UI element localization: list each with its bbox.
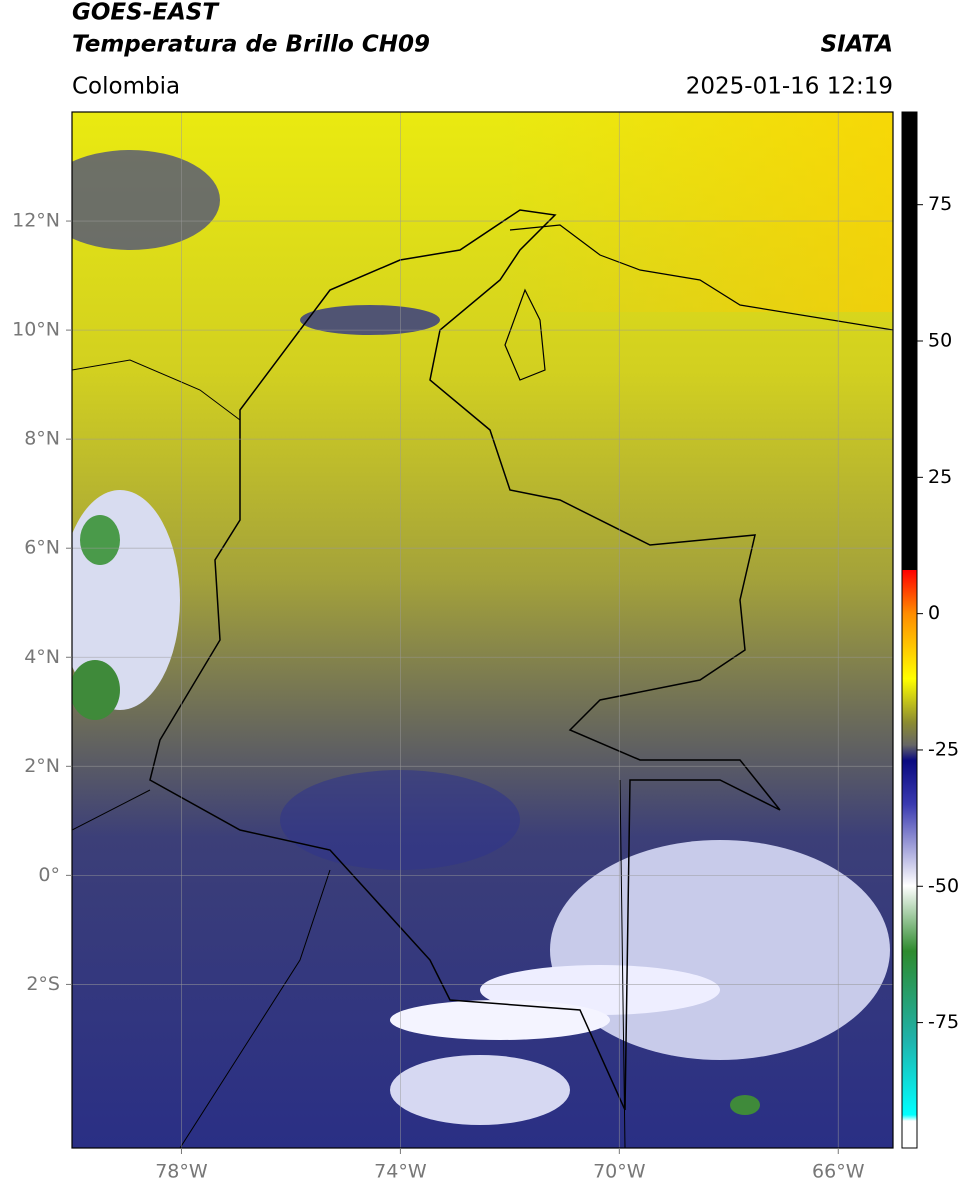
y-tick-label: 2°N — [24, 755, 60, 777]
datetime: 2025-01-16 12:19 — [686, 74, 893, 100]
colorbar-tick-label: -75 — [928, 1011, 959, 1033]
x-tick-label: 74°W — [374, 1161, 427, 1183]
x-tick-label: 66°W — [812, 1161, 865, 1183]
colorbar-tick-label: -25 — [928, 738, 959, 760]
x-tick-label: 78°W — [155, 1161, 208, 1183]
colorbar-tick-label: 75 — [928, 193, 952, 215]
title: GOES-EAST — [72, 0, 220, 26]
y-tick-label: 12°N — [12, 210, 60, 232]
x-tick-label: 70°W — [593, 1161, 646, 1183]
y-tick-label: 4°N — [24, 646, 60, 668]
y-tick-label: 0° — [38, 864, 60, 886]
colorbar — [901, 111, 918, 1149]
colorbar-tick-label: 0 — [928, 602, 940, 624]
source: SIATA — [821, 32, 893, 58]
colorbar-tick-label: 50 — [928, 330, 952, 352]
y-tick-label: 10°N — [12, 319, 60, 341]
satellite-image — [72, 112, 893, 1148]
colorbar-tick-label: 25 — [928, 466, 952, 488]
colorbar-tick-label: -50 — [928, 875, 959, 897]
map-frame — [71, 111, 894, 1149]
y-tick-label: 8°N — [24, 428, 60, 450]
subtitle: Temperatura de Brillo CH09 — [72, 32, 430, 58]
y-tick-label: 6°N — [24, 537, 60, 559]
region: Colombia — [72, 74, 180, 100]
y-tick-label: 2°S — [26, 973, 60, 995]
